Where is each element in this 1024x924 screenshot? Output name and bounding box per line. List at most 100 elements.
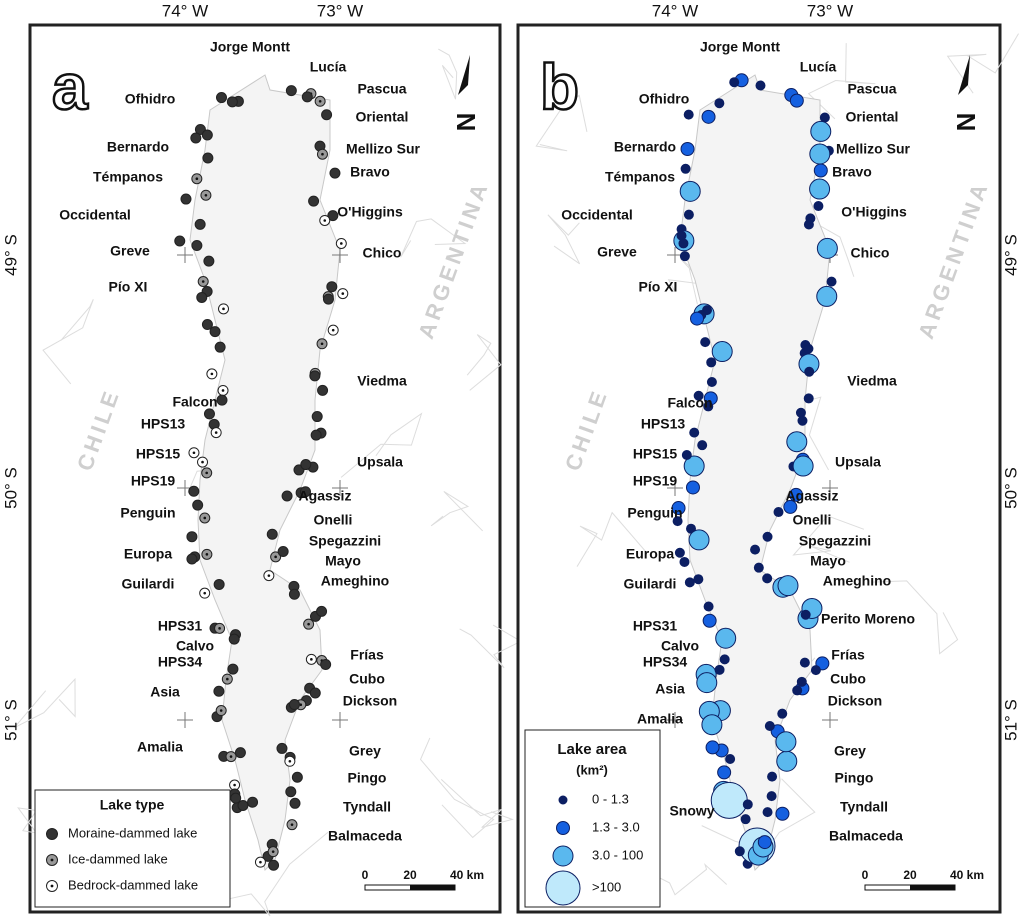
lake <box>237 799 249 811</box>
lake <box>777 708 788 719</box>
glacier-name: Calvo <box>176 638 214 654</box>
lake <box>697 440 708 451</box>
lake <box>311 411 323 423</box>
glacier-name: Upsala <box>357 454 403 470</box>
glacier-name: Greve <box>110 243 150 259</box>
lake <box>762 807 773 818</box>
lake <box>702 613 717 628</box>
lake <box>679 180 701 202</box>
lake <box>706 376 717 387</box>
lake <box>792 455 814 477</box>
lake <box>316 605 328 617</box>
north-arrow <box>458 55 470 95</box>
lake <box>679 251 690 262</box>
longitude-label: 74° W <box>162 1 208 20</box>
lake <box>191 240 203 252</box>
glacier-name: Agassiz <box>299 488 352 504</box>
lake <box>717 765 732 780</box>
lake-center <box>192 451 196 455</box>
glacier-name: Penguin <box>627 505 682 521</box>
lake <box>228 633 240 645</box>
lake <box>300 459 312 471</box>
lake <box>679 556 690 567</box>
glacier-name: Pascua <box>847 81 896 97</box>
lake <box>317 384 329 396</box>
lake-center <box>218 627 221 630</box>
lake-center <box>226 677 229 681</box>
legend-symbol <box>556 821 570 835</box>
scale-label: 0 <box>862 868 869 882</box>
lake <box>795 407 806 418</box>
glacier-name: Dickson <box>343 693 397 709</box>
lake <box>285 786 297 798</box>
legend-symbol-center <box>50 884 54 888</box>
glacier-name: Dickson <box>828 693 882 709</box>
scale-label: 20 <box>403 868 417 882</box>
scale-label: 20 <box>903 868 917 882</box>
latitude-label: 51° S <box>1 699 20 741</box>
glacier-name: Spegazzini <box>799 533 871 549</box>
lake <box>792 685 803 696</box>
lake <box>710 781 748 819</box>
scale-bar <box>910 885 955 890</box>
lake <box>196 291 208 303</box>
lake <box>789 93 804 108</box>
glacier-name: Mellizo Sur <box>836 141 910 157</box>
panel-label: a <box>52 51 88 123</box>
lake-center <box>205 553 209 556</box>
contour <box>42 299 94 385</box>
glacier-name: Oriental <box>846 109 899 125</box>
longitude-label: 73° W <box>807 1 853 20</box>
lake-center <box>203 516 207 520</box>
lake <box>740 814 751 825</box>
lake <box>725 754 736 765</box>
lake-center <box>307 622 310 626</box>
lake <box>701 714 723 736</box>
glacier-name: Grey <box>349 743 381 759</box>
lake <box>803 393 814 404</box>
legend-title: Lake type <box>100 797 165 813</box>
contour <box>946 33 1019 94</box>
lake <box>803 343 814 354</box>
north-arrow <box>958 55 970 95</box>
glacier-name: Agassiz <box>786 488 839 504</box>
lake <box>322 293 334 305</box>
lake <box>693 390 704 401</box>
lake <box>281 490 293 502</box>
glacier-name: Calvo <box>661 638 699 654</box>
glacier-name: Asia <box>150 684 180 700</box>
lake <box>684 577 695 588</box>
latitude-label: 50° S <box>1 467 20 509</box>
north-label: N <box>451 113 481 132</box>
glacier-name: Chico <box>851 245 890 261</box>
lake <box>764 720 775 731</box>
contour <box>13 677 76 729</box>
contour <box>576 511 647 567</box>
lake-center <box>204 193 208 197</box>
glacier-name: Europa <box>626 546 674 562</box>
lake <box>683 209 694 220</box>
glacier-name: Europa <box>124 546 172 562</box>
lake-center <box>320 342 324 346</box>
lake <box>805 213 816 224</box>
glacier-name: Tyndall <box>343 799 391 815</box>
lake <box>277 546 289 558</box>
lake <box>777 575 799 597</box>
lake <box>329 167 341 179</box>
lake <box>203 255 215 267</box>
glacier-name: O'Higgins <box>337 204 403 220</box>
lake <box>753 562 764 573</box>
lake <box>288 699 300 711</box>
lake <box>809 143 831 165</box>
lake <box>715 627 737 649</box>
lake <box>711 341 733 363</box>
glacier-name: Balmaceda <box>328 828 402 844</box>
longitude-label: 73° W <box>317 1 363 20</box>
lake-center <box>205 471 208 475</box>
lake-center <box>259 860 262 864</box>
lake <box>288 588 300 600</box>
lake <box>762 531 773 542</box>
glacier-name: Jorge Montt <box>700 39 780 55</box>
lake <box>289 797 301 809</box>
